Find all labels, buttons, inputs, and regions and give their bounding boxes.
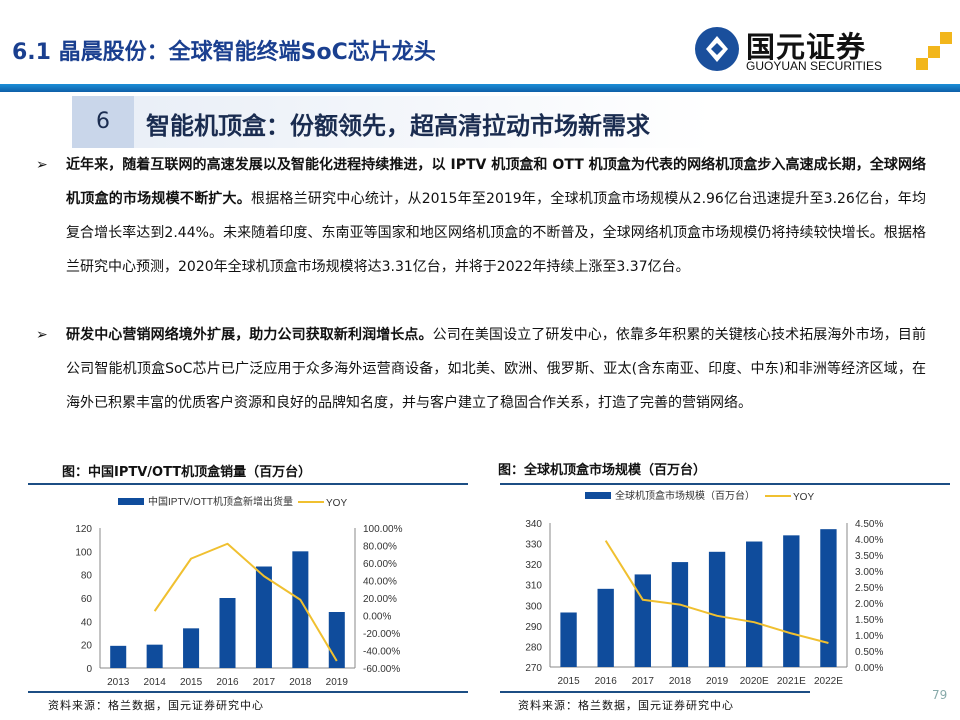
chart-2-legend-bar-swatch [585, 492, 611, 499]
chart-2-y2-tick-label: 3.00% [855, 567, 883, 578]
logo-text-cn: 国元证券 [746, 30, 867, 64]
chart-1-y-tick-label: 40 [81, 617, 93, 628]
paragraph-1: ➢ 近年来，随着互联网的高速发展以及智能化进程持续推进，以 IPTV 机顶盒和 … [36, 148, 926, 284]
chart-2-source: 资料来源：格兰数据，国元证券研究中心 [518, 699, 734, 712]
chart-2-bar [783, 535, 800, 667]
chart-2-legend-line-label: YOY [793, 492, 814, 503]
chart-2-bar [597, 588, 614, 667]
chart-1-x-tick-label: 2014 [144, 677, 167, 688]
chart-1-bar [183, 628, 200, 668]
chart-2-yoy-line [604, 540, 829, 644]
bullet-icon: ➢ [36, 157, 48, 173]
chart-1-x-tick-label: 2018 [289, 677, 312, 688]
chart-1-y-tick-label: 0 [86, 664, 92, 675]
chart-1-y2-tick-label: 100.00% [363, 524, 403, 535]
chart-1-y2-tick-label: -40.00% [363, 647, 400, 658]
chart-1-y2-tick-label: 20.00% [363, 594, 397, 605]
chart-2-y2-tick-label: 2.50% [855, 583, 883, 594]
section-number: 6 [72, 96, 134, 148]
chart-2-y2-tick-label: 2.00% [855, 599, 883, 610]
chart-1-y2-tick-label: -60.00% [363, 664, 400, 675]
chart-1-x-tick-label: 2019 [326, 677, 349, 688]
chart-2-y-tick-label: 280 [525, 642, 542, 653]
chart-2-bar [746, 541, 763, 667]
paragraph-2-lead: 研发中心营销网络境外扩展，助力公司获取新利润增长点。 [66, 327, 433, 343]
chart-2-bar [708, 551, 726, 667]
page-number: 79 [932, 688, 948, 702]
chart-2-x-tick-label: 2018 [669, 676, 692, 687]
chart-2-y-tick-label: 340 [525, 519, 542, 530]
logo-icon [695, 27, 739, 71]
chart-2-y2-tick-label: 1.00% [855, 631, 883, 642]
chart-1-bar [146, 644, 163, 668]
chart-1-legend-bar-swatch [118, 498, 144, 505]
chart-2-y-tick-label: 320 [525, 560, 542, 571]
chart-1-y2-tick-label: 80.00% [363, 542, 397, 553]
chart-1-y2-tick-label: 0.00% [363, 612, 391, 623]
chart-1-y-tick-label: 120 [75, 524, 92, 535]
chart-1-y2-tick-label: -20.00% [363, 629, 400, 640]
paragraph-2-body: 公司在美国设立了研发中心，依靠多年积累的关键核心技术拓展海外市场，目前公司智能机… [66, 327, 927, 411]
chart-2-y-tick-label: 300 [525, 601, 542, 612]
chart-1-top-rule [28, 483, 468, 485]
chart-1-legend-bar-label: 中国IPTV/OTT机顶盒新增出货量 [148, 495, 293, 508]
chart-2-bar [634, 574, 651, 667]
chart-1-bar [255, 566, 272, 668]
chart-2-y2-tick-label: 1.50% [855, 615, 883, 626]
chart-2-y2-tick-label: 4.50% [855, 519, 883, 530]
chart-2-legend-bar-label: 全球机顶盒市场规模（百万台） [615, 489, 755, 502]
chart-1-legend-line-label: YOY [326, 498, 347, 509]
chart-2-x-tick-label: 2020E [740, 676, 769, 687]
chart-1-y2-tick-label: 40.00% [363, 577, 397, 588]
chart-1-x-tick-label: 2017 [253, 677, 276, 688]
chart-2-y-tick-label: 270 [525, 663, 542, 674]
chart-2-y2-tick-label: 3.50% [855, 551, 883, 562]
chart-2-bar [560, 612, 577, 667]
page-title: 6.1 晶晨股份：全球智能终端SoC芯片龙头 [12, 40, 436, 65]
chart-1-x-tick-label: 2015 [180, 677, 203, 688]
chart-2-title: 图：全球机顶盒市场规模（百万台） [498, 463, 707, 478]
paragraph-1-lead: 近年来，随着互联网的高速发展以及智能化进程持续推进，以 IPTV 机顶盒和 OT… [66, 157, 926, 207]
chart-2-x-tick-label: 2021E [777, 676, 806, 687]
chart-2-x-tick-label: 2015 [557, 676, 580, 687]
chart-2-x-tick-label: 2019 [706, 676, 729, 687]
chart-2-x-tick-label: 2017 [632, 676, 655, 687]
chart-2-y2-tick-label: 0.50% [855, 647, 883, 658]
chart-1-y-tick-label: 80 [81, 571, 93, 582]
chart-1-y-tick-label: 100 [75, 547, 92, 558]
chart-2-y-tick-label: 310 [525, 581, 542, 592]
chart-1-bar [292, 551, 309, 668]
chart-1-title: 图：中国IPTV/OTT机顶盒销量（百万台） [62, 465, 312, 480]
section-title: 智能机顶盒：份额领先，超高清拉动市场新需求 [146, 112, 650, 140]
chart-2-x-tick-label: 2022E [814, 676, 843, 687]
chart-2-x-tick-label: 2016 [595, 676, 618, 687]
chart-1-bar [110, 645, 127, 668]
paragraph-2: ➢ 研发中心营销网络境外扩展，助力公司获取新利润增长点。公司在美国设立了研发中心… [36, 318, 926, 420]
paragraph-1-body: 根据格兰研究中心统计，从2015年至2019年，全球机顶盒市场规模从2.96亿台… [66, 191, 926, 275]
chart-2-bar [820, 529, 837, 667]
chart-2-top-rule [500, 483, 950, 485]
chart-1-x-tick-label: 2013 [107, 677, 130, 688]
chart-1-yoy-line [153, 542, 338, 662]
chart-1-y-tick-label: 20 [81, 641, 93, 652]
chart-1-y2-tick-label: 60.00% [363, 559, 397, 570]
chart-2-y2-tick-label: 4.00% [855, 535, 883, 546]
chart-2-y2-tick-label: 0.00% [855, 663, 883, 674]
chart-1-bar [219, 598, 236, 668]
chart-2-bar [671, 562, 689, 667]
chart-2-bottom-rule [500, 691, 810, 693]
chart-1-x-tick-label: 2016 [216, 677, 239, 688]
chart-1-y-tick-label: 60 [81, 594, 93, 605]
chart-1-bottom-rule [28, 691, 468, 693]
company-logo: 国元证券 GUOYUAN SECURITIES [692, 24, 952, 74]
section-header: 6 智能机顶盒：份额领先，超高清拉动市场新需求 [72, 96, 712, 148]
chart-2-y-tick-label: 330 [525, 540, 542, 551]
logo-text-en: GUOYUAN SECURITIES [746, 59, 883, 73]
chart-2-y-tick-label: 290 [525, 622, 542, 633]
bullet-icon: ➢ [36, 327, 48, 343]
chart-1-source: 资料来源：格兰数据，国元证券研究中心 [48, 699, 264, 712]
header-divider [0, 84, 960, 92]
